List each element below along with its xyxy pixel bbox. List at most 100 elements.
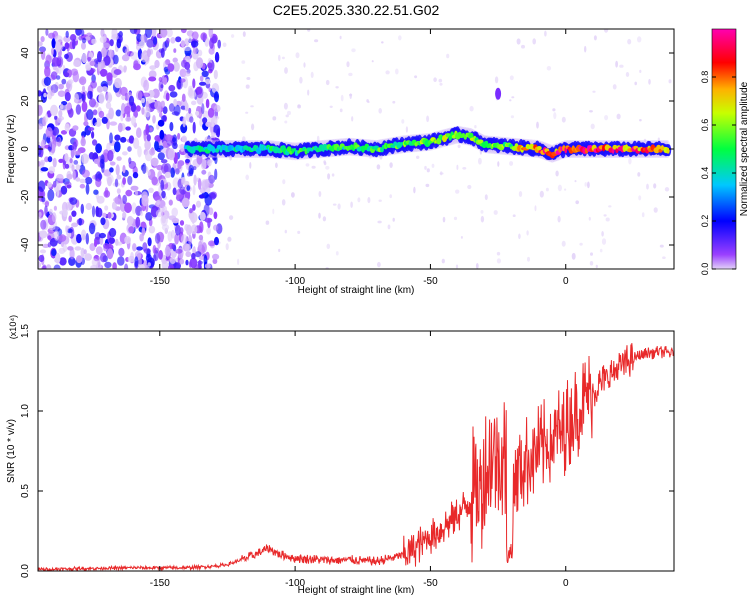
noise-speck xyxy=(154,100,162,110)
noise-speck xyxy=(181,93,186,103)
noise-speck xyxy=(199,75,204,82)
faint-speck xyxy=(442,216,446,223)
faint-speck xyxy=(327,173,331,180)
faint-speck xyxy=(493,210,498,215)
faint-speck xyxy=(574,180,577,183)
noise-speck xyxy=(96,195,105,204)
faint-speck xyxy=(337,203,341,210)
faint-speck xyxy=(455,189,460,194)
noise-speck xyxy=(90,38,97,45)
noise-speck xyxy=(39,159,46,166)
faint-speck xyxy=(285,114,289,118)
noise-speck xyxy=(56,173,64,182)
noise-speck xyxy=(186,185,191,191)
noise-speck xyxy=(93,189,99,195)
noise-speck xyxy=(214,91,219,103)
noise-speck xyxy=(62,209,68,217)
faint-speck xyxy=(278,54,281,62)
noise-speck xyxy=(47,235,52,240)
noise-speck xyxy=(201,70,209,78)
faint-speck xyxy=(641,212,645,218)
noise-speck xyxy=(217,39,221,49)
noise-speck xyxy=(58,158,64,163)
noise-speck xyxy=(161,214,166,224)
faint-speck xyxy=(534,205,537,212)
noise-speck xyxy=(103,190,111,198)
noise-speck xyxy=(213,69,218,80)
noise-speck xyxy=(48,32,55,39)
faint-speck xyxy=(307,29,311,32)
noise-speck xyxy=(107,49,114,59)
noise-speck xyxy=(128,226,135,234)
faint-speck xyxy=(516,38,521,45)
noise-speck xyxy=(191,100,197,106)
faint-speck xyxy=(561,240,566,247)
snr-y-tick-label: 1.0 xyxy=(20,404,31,418)
faint-speck xyxy=(245,84,250,89)
noise-speck xyxy=(38,104,43,116)
noise-speck xyxy=(191,40,199,48)
faint-speck xyxy=(638,195,642,201)
noise-speck xyxy=(120,136,127,143)
noise-speck xyxy=(64,163,70,169)
noise-speck xyxy=(179,78,186,83)
faint-speck xyxy=(349,93,352,99)
noise-speck xyxy=(95,246,103,255)
noise-speck xyxy=(75,177,81,182)
noise-speck xyxy=(185,251,192,258)
faint-speck xyxy=(480,210,484,214)
snr-y-tick-label: 0.5 xyxy=(20,484,31,498)
noise-speck xyxy=(104,205,109,211)
noise-speck xyxy=(201,103,205,115)
noise-speck xyxy=(212,258,218,264)
noise-speck xyxy=(184,61,191,70)
noise-speck xyxy=(38,144,42,156)
noise-speck xyxy=(198,259,202,269)
faint-speck xyxy=(318,212,321,219)
noise-speck xyxy=(162,205,167,213)
faint-speck xyxy=(603,29,609,33)
faint-speck xyxy=(339,35,342,40)
noise-speck xyxy=(208,47,215,55)
noise-speck xyxy=(127,146,132,152)
snr-xlabel: Height of straight line (km) xyxy=(298,585,415,596)
noise-speck xyxy=(183,46,192,52)
faint-speck xyxy=(628,157,632,165)
noise-speck xyxy=(95,143,102,154)
noise-speck xyxy=(83,121,89,127)
ridge-core xyxy=(666,147,670,154)
faint-speck xyxy=(389,162,393,169)
noise-speck xyxy=(198,240,203,250)
noise-speck xyxy=(114,134,121,141)
faint-speck xyxy=(634,81,637,86)
noise-speck xyxy=(214,168,218,180)
noise-speck xyxy=(61,78,67,85)
ridge-core xyxy=(477,139,484,144)
faint-speck xyxy=(245,174,249,181)
noise-speck xyxy=(38,123,43,130)
spectrogram-x-tick-label: 0 xyxy=(563,276,569,287)
noise-speck xyxy=(165,134,173,142)
faint-speck xyxy=(401,119,405,124)
faint-speck xyxy=(571,252,576,260)
faint-speck xyxy=(307,89,310,96)
noise-speck xyxy=(86,109,94,121)
noise-speck xyxy=(140,97,146,104)
noise-speck xyxy=(111,33,119,41)
faint-speck xyxy=(455,264,459,269)
noise-speck xyxy=(205,98,210,109)
noise-speck xyxy=(50,104,58,116)
noise-speck xyxy=(158,80,164,92)
faint-speck xyxy=(346,61,350,68)
noise-speck xyxy=(131,115,136,126)
colorbar: 0.0 0.2 0.4 0.6 0.8 Normalized spectral ampl… xyxy=(700,28,750,275)
noise-speck xyxy=(188,107,192,114)
faint-speck xyxy=(440,171,443,176)
faint-speck xyxy=(405,126,408,133)
noise-speck xyxy=(133,63,141,71)
faint-speck xyxy=(245,111,249,114)
faint-speck xyxy=(593,35,597,41)
noise-speck xyxy=(181,197,190,208)
faint-speck xyxy=(526,230,529,236)
faint-speck xyxy=(413,186,416,194)
